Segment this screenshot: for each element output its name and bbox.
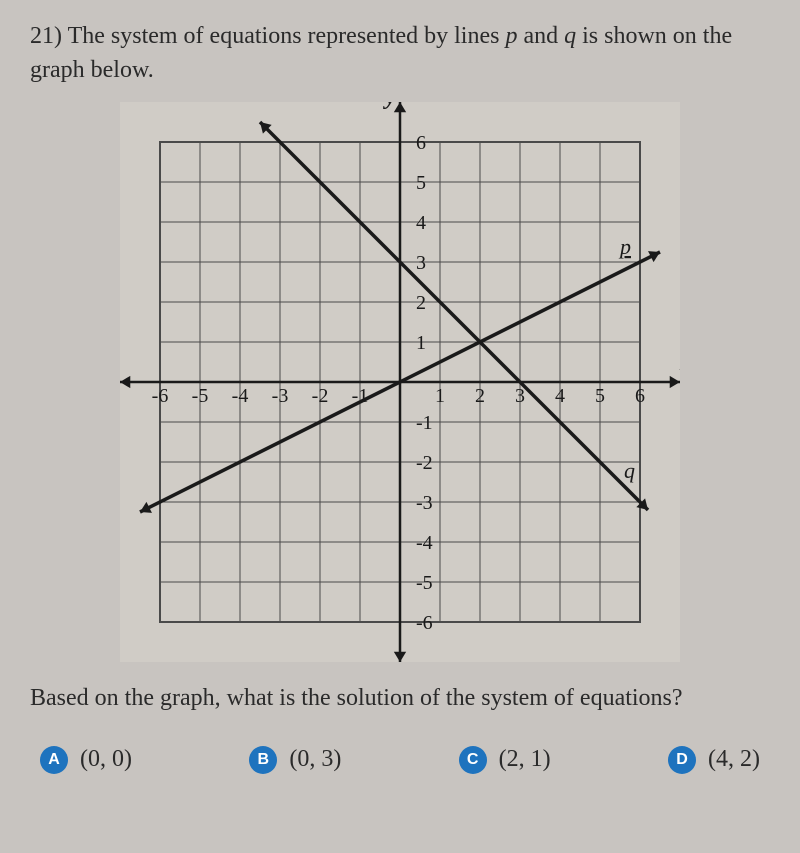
svg-text:3: 3 [416, 252, 426, 274]
question-part2: and [517, 23, 564, 49]
svg-text:-4: -4 [232, 385, 249, 407]
svg-text:-3: -3 [272, 385, 289, 407]
svg-text:-1: -1 [416, 412, 433, 434]
svg-text:4: 4 [416, 212, 426, 234]
choice-c[interactable]: C (2, 1) [459, 746, 551, 774]
svg-text:-2: -2 [312, 385, 329, 407]
answer-choices: A (0, 0) B (0, 3) C (2, 1) D (4, 2) [30, 746, 770, 774]
svg-text:1: 1 [435, 385, 445, 407]
choice-text-a: (0, 0) [80, 746, 132, 773]
choice-text-d: (4, 2) [708, 746, 760, 773]
choice-bubble-a: A [40, 746, 68, 774]
svg-text:-3: -3 [416, 492, 433, 514]
svg-text:2: 2 [416, 292, 426, 314]
line-p-label: p [505, 23, 517, 49]
choice-a[interactable]: A (0, 0) [40, 746, 132, 774]
choice-bubble-c: C [459, 746, 487, 774]
svg-text:5: 5 [416, 172, 426, 194]
svg-text:y: y [382, 102, 396, 110]
choice-bubble-d: D [668, 746, 696, 774]
choice-bubble-b: B [249, 746, 277, 774]
choice-text-c: (2, 1) [499, 746, 551, 773]
svg-text:3: 3 [515, 385, 525, 407]
graph-container: -6-5-4-3-2-1123456-6-5-4-3-2-1123456xypq [30, 102, 770, 662]
coordinate-graph: -6-5-4-3-2-1123456-6-5-4-3-2-1123456xypq [120, 102, 680, 662]
svg-text:-2: -2 [416, 452, 433, 474]
svg-text:p: p [618, 234, 631, 259]
choice-text-b: (0, 3) [289, 746, 341, 773]
svg-text:q: q [624, 458, 635, 483]
line-q-label: q [564, 23, 576, 49]
svg-text:-5: -5 [416, 572, 433, 594]
svg-text:6: 6 [635, 385, 645, 407]
svg-text:-4: -4 [416, 532, 433, 554]
svg-text:x: x [679, 350, 680, 376]
svg-text:1: 1 [416, 332, 426, 354]
svg-text:4: 4 [555, 385, 565, 407]
choice-b[interactable]: B (0, 3) [249, 746, 341, 774]
question-part1: The system of equations represented by l… [68, 23, 506, 49]
followup-question: Based on the graph, what is the solution… [30, 682, 770, 716]
svg-text:6: 6 [416, 132, 426, 154]
svg-text:-6: -6 [152, 385, 169, 407]
question-text: 21) The system of equations represented … [30, 20, 770, 87]
svg-text:5: 5 [595, 385, 605, 407]
svg-text:2: 2 [475, 385, 485, 407]
choice-d[interactable]: D (4, 2) [668, 746, 760, 774]
question-number: 21) [30, 23, 62, 49]
svg-text:-6: -6 [416, 612, 433, 634]
svg-text:-5: -5 [192, 385, 209, 407]
